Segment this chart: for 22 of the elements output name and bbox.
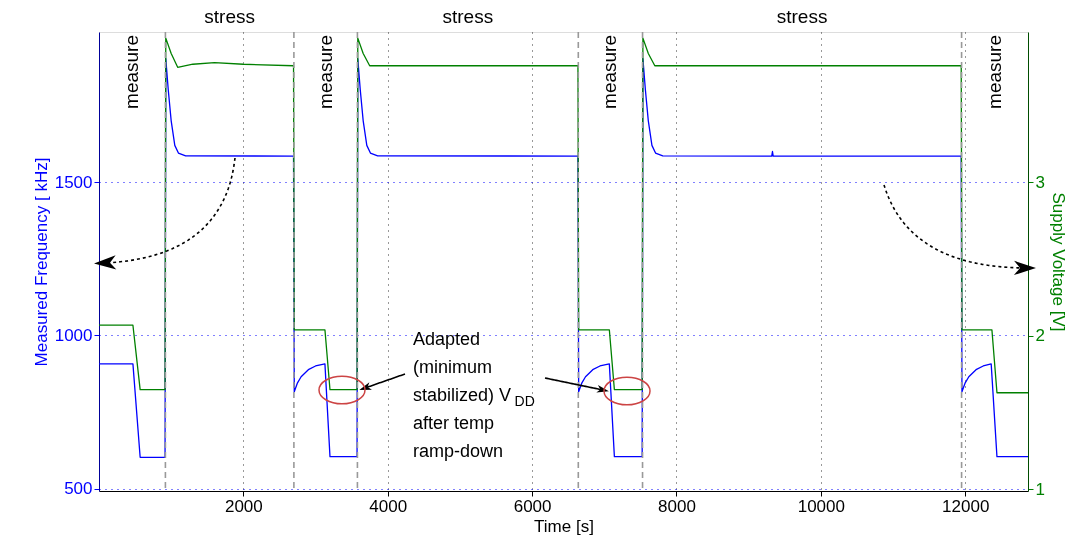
annotation: measure: [314, 35, 336, 109]
x-axis-title: Time [s]: [534, 516, 594, 536]
x-tick-label: 4000: [369, 496, 408, 516]
text: stress: [776, 6, 828, 27]
x-tick-label: 8000: [658, 496, 696, 516]
x-tick-label: 10000: [797, 496, 845, 516]
y2-tick-label: 2: [1035, 326, 1045, 346]
y2-axis-title: Supply Voltage [V]: [1048, 192, 1068, 332]
annotation: measure: [121, 35, 143, 109]
y-axis-title: Measured Frequency [ kHz]: [31, 157, 51, 367]
y2-tick-label: 3: [1035, 172, 1045, 192]
y-tick-label: 1000: [54, 325, 93, 345]
x-tick-label: 2000: [224, 496, 263, 516]
text: stress: [204, 6, 255, 27]
annotation: measure: [599, 35, 621, 109]
x-tick-label: 6000: [513, 496, 552, 516]
annotation: measure: [983, 35, 1005, 109]
x-tick-label: 12000: [942, 496, 990, 516]
y2-tick-label: 1: [1035, 479, 1045, 499]
y-tick-label: 500: [64, 479, 93, 499]
y-tick-label: 1500: [54, 172, 93, 192]
text: stress: [442, 6, 494, 27]
